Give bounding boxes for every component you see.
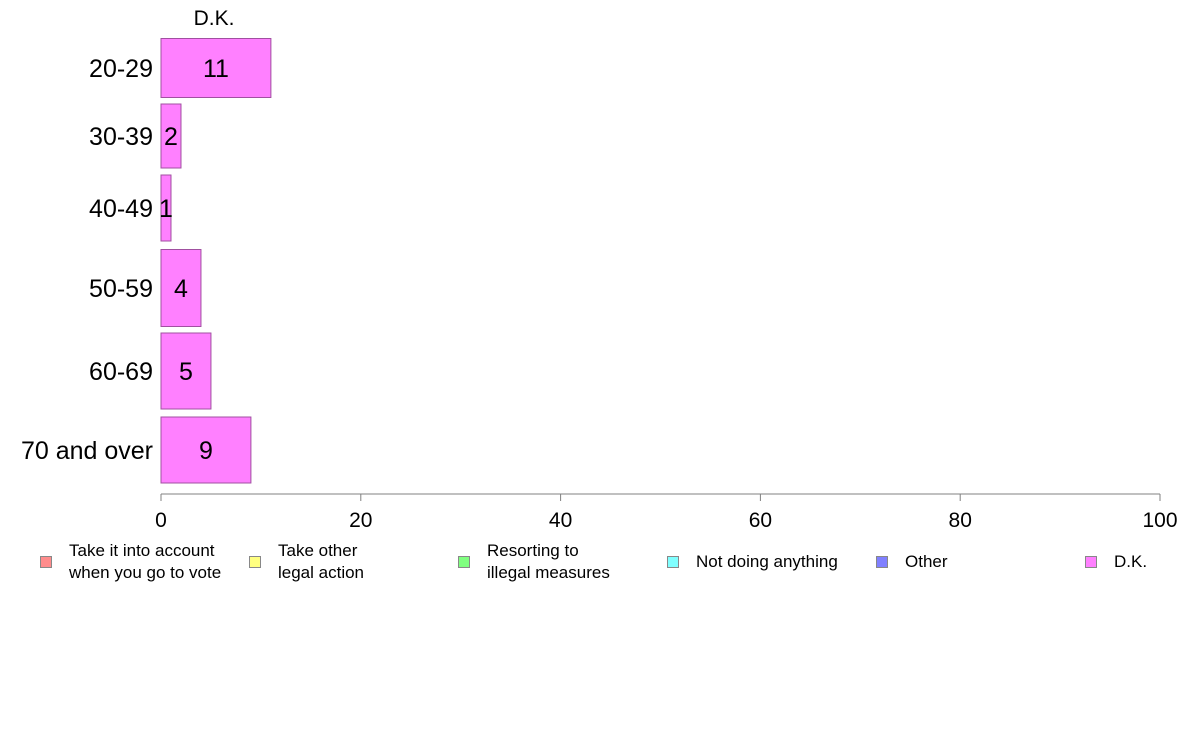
- legend-item-vote: Take it into account when you go to vote: [40, 540, 221, 584]
- legend-label-legal-action: Take other legal action: [278, 541, 365, 582]
- x-axis: 0 20 40 60 80 100: [155, 493, 1178, 530]
- category-label: 50-59: [89, 275, 153, 303]
- legend-item-legal-action: Take other legal action: [249, 540, 364, 584]
- legend-label-illegal-measures: Resorting to illegal measures: [487, 541, 610, 582]
- bar-70-and-over: [160, 416, 252, 484]
- category-label: 40-49: [89, 195, 153, 223]
- category-label: 30-39: [89, 123, 153, 151]
- bar-50-59: [160, 249, 202, 327]
- legend-item-illegal-measures: Resorting to illegal measures: [458, 540, 610, 584]
- bar-60-69: [160, 332, 212, 410]
- category-label: 70 and over: [21, 437, 153, 465]
- x-tick-label: 20: [349, 509, 372, 530]
- data-label: 4: [174, 275, 188, 303]
- legend-label-other: Other: [905, 552, 948, 571]
- category-label: 20-29: [89, 55, 153, 83]
- bar-30-39: [160, 103, 182, 169]
- legend-swatch-other: [876, 556, 888, 568]
- data-label: 11: [203, 55, 229, 83]
- x-tick-label: 60: [749, 509, 772, 530]
- x-tick-label: 0: [155, 509, 167, 530]
- bars-layer: 20-29 11 30-39 2 40-49 1 50-59 4 60-69 5 70 and ov…: [21, 38, 272, 484]
- legend-swatch-dk: [1085, 556, 1097, 568]
- legend-swatch-legal-action: [249, 556, 261, 568]
- legend: Take it into account when you go to vote…: [0, 540, 1188, 600]
- legend-item-other: Other: [876, 551, 948, 573]
- bar-chart: D.K. 20-29 11 30-39 2 40-49 1 50-59 4 60-69 5 70 a…: [21, 7, 1178, 530]
- bar-20-29: [160, 38, 272, 98]
- data-label: 1: [159, 195, 173, 223]
- category-label: 60-69: [89, 358, 153, 386]
- x-tick-label: 80: [949, 509, 972, 530]
- bar-40-49: [160, 174, 172, 242]
- legend-swatch-not-doing-anything: [667, 556, 679, 568]
- legend-label-not-doing-anything: Not doing anything: [696, 552, 838, 571]
- x-tick-label: 100: [1142, 509, 1177, 530]
- legend-swatch-vote: [40, 556, 52, 568]
- legend-label-vote: Take it into account when you go to vote: [69, 541, 222, 582]
- legend-item-not-doing-anything: Not doing anything: [667, 551, 838, 573]
- data-label: 9: [199, 437, 213, 465]
- legend-item-dk: D.K.: [1085, 551, 1147, 573]
- data-label: 2: [164, 123, 178, 151]
- x-tick-label: 40: [549, 509, 572, 530]
- legend-swatch-illegal-measures: [458, 556, 470, 568]
- chart-title: D.K.: [194, 7, 235, 30]
- legend-label-dk: D.K.: [1114, 552, 1148, 571]
- data-label: 5: [179, 358, 193, 386]
